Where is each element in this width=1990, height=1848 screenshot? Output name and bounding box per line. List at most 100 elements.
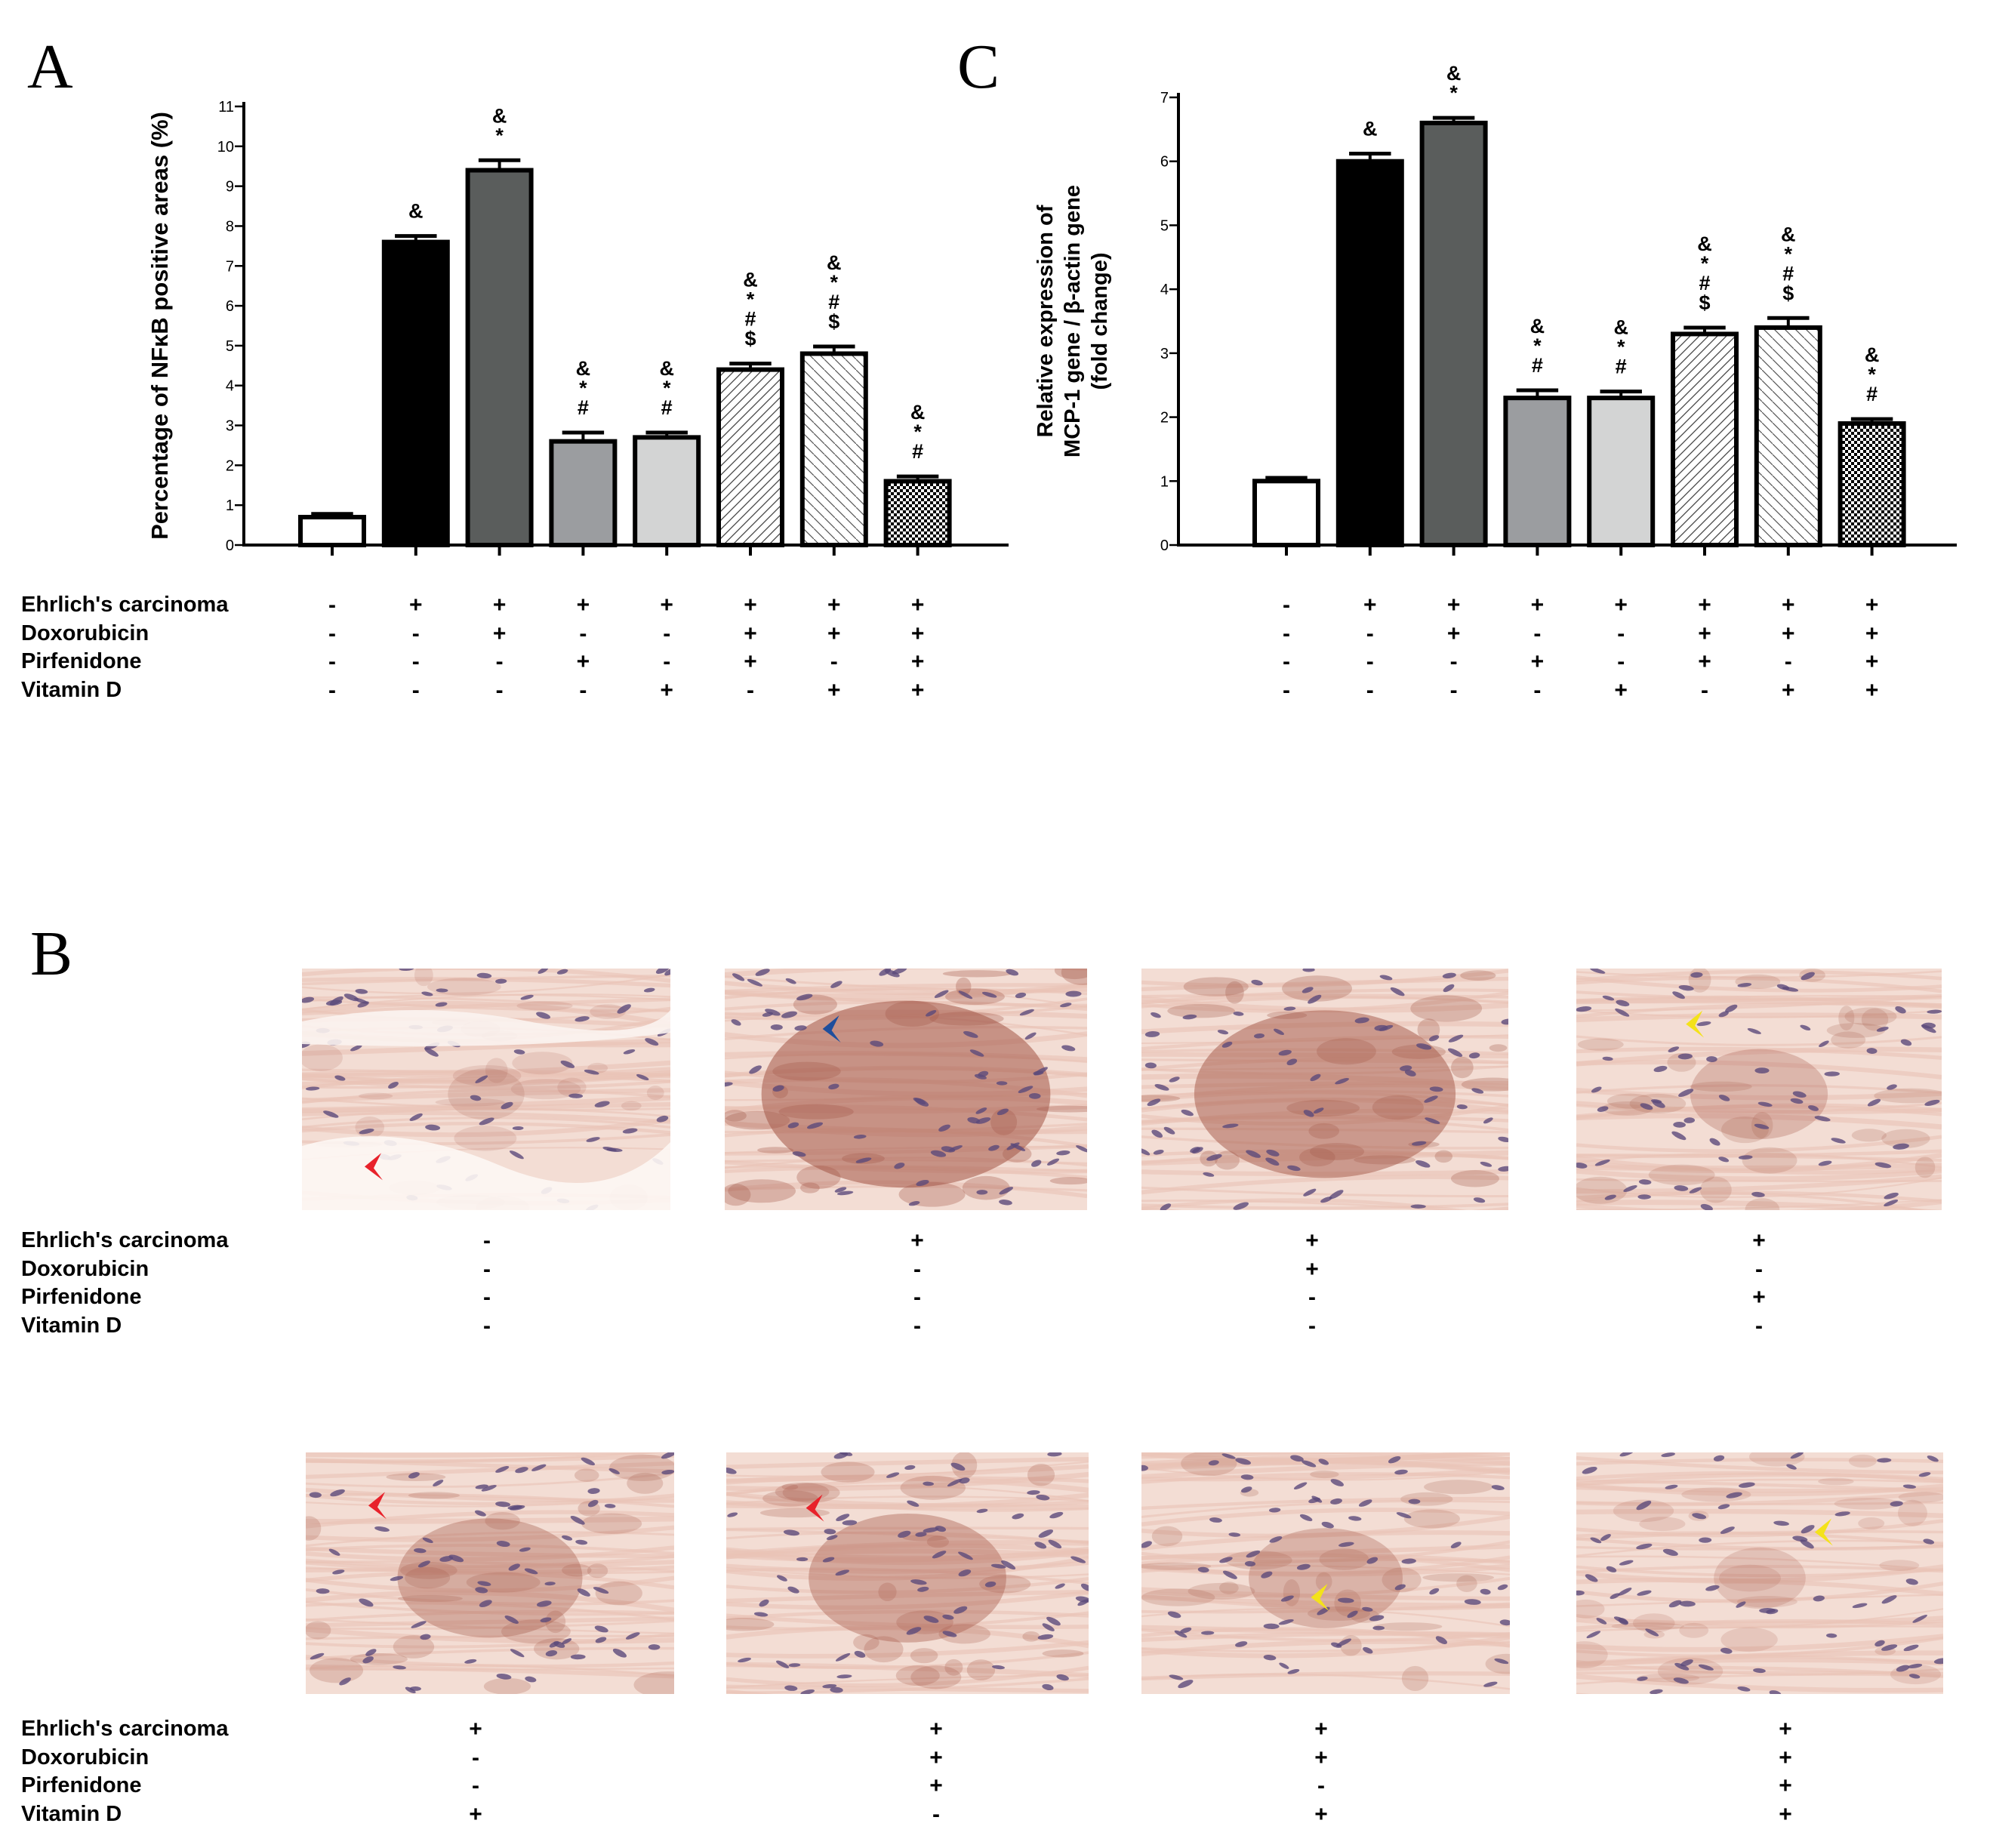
condition-sign: + bbox=[910, 1228, 924, 1253]
bar-1 bbox=[1252, 479, 1320, 547]
condition-sign: - bbox=[1283, 649, 1290, 674]
condition-sign: + bbox=[1314, 1745, 1328, 1770]
micrograph-4 bbox=[1576, 969, 1942, 1210]
chart-c-mcp1: 0 1 2 3 4 5 6 7 Relative expression of MCP-1 gene… bbox=[1034, 62, 1957, 556]
condition-sign: - bbox=[1317, 1773, 1325, 1798]
significance-marker: # bbox=[661, 396, 673, 419]
condition-sign: + bbox=[827, 593, 841, 618]
y-axis-label: Percentage of NFκB positive areas (%) bbox=[146, 112, 173, 540]
condition-sign: + bbox=[1752, 1228, 1766, 1253]
condition-sign: + bbox=[1698, 621, 1711, 646]
significance-marker: & bbox=[1613, 316, 1628, 339]
condition-sign: + bbox=[1779, 1773, 1792, 1798]
y-axis-label: MCP-1 gene / β-actin gene bbox=[1061, 185, 1085, 457]
bar-7 bbox=[799, 351, 868, 547]
condition-sign: + bbox=[1782, 677, 1795, 703]
significance-marker: & bbox=[1781, 223, 1796, 245]
condition-label: Doxorubicin bbox=[21, 1745, 149, 1769]
condition-sign: + bbox=[576, 649, 590, 674]
y-tick-label: 7 bbox=[226, 258, 234, 275]
arrowhead-icon bbox=[364, 1153, 383, 1181]
condition-sign: - bbox=[747, 677, 754, 703]
condition-sign: - bbox=[1755, 1256, 1763, 1282]
panel-label-b: B bbox=[30, 919, 73, 989]
condition-sign: - bbox=[411, 677, 420, 703]
significance-marker: * bbox=[747, 288, 755, 311]
micrograph-5 bbox=[306, 1452, 674, 1694]
significance-marker: * bbox=[1533, 334, 1542, 357]
condition-label: Pirfenidone bbox=[21, 1773, 142, 1797]
condition-sign: + bbox=[469, 1717, 482, 1742]
condition-sign: - bbox=[328, 649, 336, 674]
condition-sign: - bbox=[1617, 621, 1625, 646]
y-tick-label: 5 bbox=[226, 338, 234, 355]
significance-marker: & bbox=[743, 269, 758, 291]
significance-marker: # bbox=[578, 396, 589, 419]
condition-label: Vitamin D bbox=[21, 1801, 122, 1826]
significance-marker: * bbox=[1785, 242, 1793, 265]
arrowhead-icon bbox=[1686, 1010, 1705, 1038]
condition-sign: - bbox=[913, 1313, 921, 1338]
condition-sign: + bbox=[1530, 649, 1545, 674]
condition-sign: - bbox=[913, 1256, 921, 1282]
condition-label: Doxorubicin bbox=[21, 621, 149, 645]
micrograph-3 bbox=[1141, 969, 1508, 1210]
condition-sign: - bbox=[913, 1285, 921, 1310]
significance-marker: # bbox=[744, 308, 756, 331]
condition-sign: + bbox=[1614, 677, 1628, 703]
significance-marker: * bbox=[1701, 252, 1709, 275]
condition-sign: + bbox=[1305, 1228, 1319, 1253]
condition-sign: - bbox=[1449, 649, 1458, 674]
condition-sign: + bbox=[1446, 621, 1461, 646]
y-tick-label: 3 bbox=[1160, 346, 1169, 362]
condition-sign: + bbox=[929, 1717, 943, 1742]
condition-sign: + bbox=[1865, 593, 1879, 618]
y-tick-label: 4 bbox=[1160, 282, 1169, 298]
condition-sign: + bbox=[744, 593, 757, 618]
condition-sign: - bbox=[1617, 649, 1625, 674]
condition-sign: + bbox=[1530, 593, 1545, 618]
y-tick-label: 11 bbox=[218, 99, 234, 116]
micrograph-7 bbox=[1141, 1452, 1510, 1694]
condition-sign: + bbox=[910, 677, 925, 703]
condition-sign: + bbox=[409, 593, 423, 618]
y-axis-label: Relative expression of bbox=[1034, 205, 1058, 437]
condition-sign: - bbox=[472, 1773, 479, 1798]
condition-sign: - bbox=[1533, 621, 1542, 646]
condition-sign: - bbox=[328, 621, 336, 646]
condition-sign: + bbox=[469, 1801, 482, 1827]
condition-sign: + bbox=[1305, 1256, 1319, 1282]
significance-marker: & bbox=[1363, 118, 1378, 140]
significance-marker: * bbox=[1449, 82, 1458, 104]
significance-marker: * bbox=[495, 124, 504, 146]
condition-sign: - bbox=[495, 677, 504, 703]
significance-marker: # bbox=[912, 440, 923, 463]
condition-sign: - bbox=[483, 1313, 491, 1338]
condition-sign: + bbox=[1865, 677, 1879, 703]
micrograph-6 bbox=[726, 1452, 1089, 1694]
significance-marker: # bbox=[1616, 356, 1627, 378]
significance-marker: * bbox=[579, 377, 587, 399]
condition-sign: - bbox=[1533, 677, 1542, 703]
condition-sign: - bbox=[1366, 649, 1374, 674]
y-tick-label: 5 bbox=[1160, 217, 1169, 234]
significance-marker: & bbox=[1530, 315, 1545, 337]
condition-sign: - bbox=[1308, 1313, 1316, 1338]
panel-label-a: A bbox=[27, 32, 73, 102]
bar-2 bbox=[381, 239, 450, 547]
significance-marker: $ bbox=[828, 310, 839, 333]
y-tick-label: 0 bbox=[226, 537, 234, 554]
condition-sign: - bbox=[411, 621, 420, 646]
bar-5 bbox=[633, 435, 701, 548]
significance-marker: * bbox=[1617, 336, 1625, 359]
bar-3 bbox=[465, 168, 534, 547]
significance-marker: # bbox=[1782, 262, 1794, 285]
significance-marker: # bbox=[1866, 383, 1878, 405]
bar-5 bbox=[1587, 396, 1656, 548]
condition-sign: + bbox=[1865, 649, 1879, 674]
condition-sign: + bbox=[827, 621, 841, 646]
condition-sign: - bbox=[1449, 677, 1458, 703]
bar-1 bbox=[298, 515, 366, 548]
condition-sign: + bbox=[1314, 1801, 1328, 1827]
condition-sign: - bbox=[1701, 677, 1708, 703]
